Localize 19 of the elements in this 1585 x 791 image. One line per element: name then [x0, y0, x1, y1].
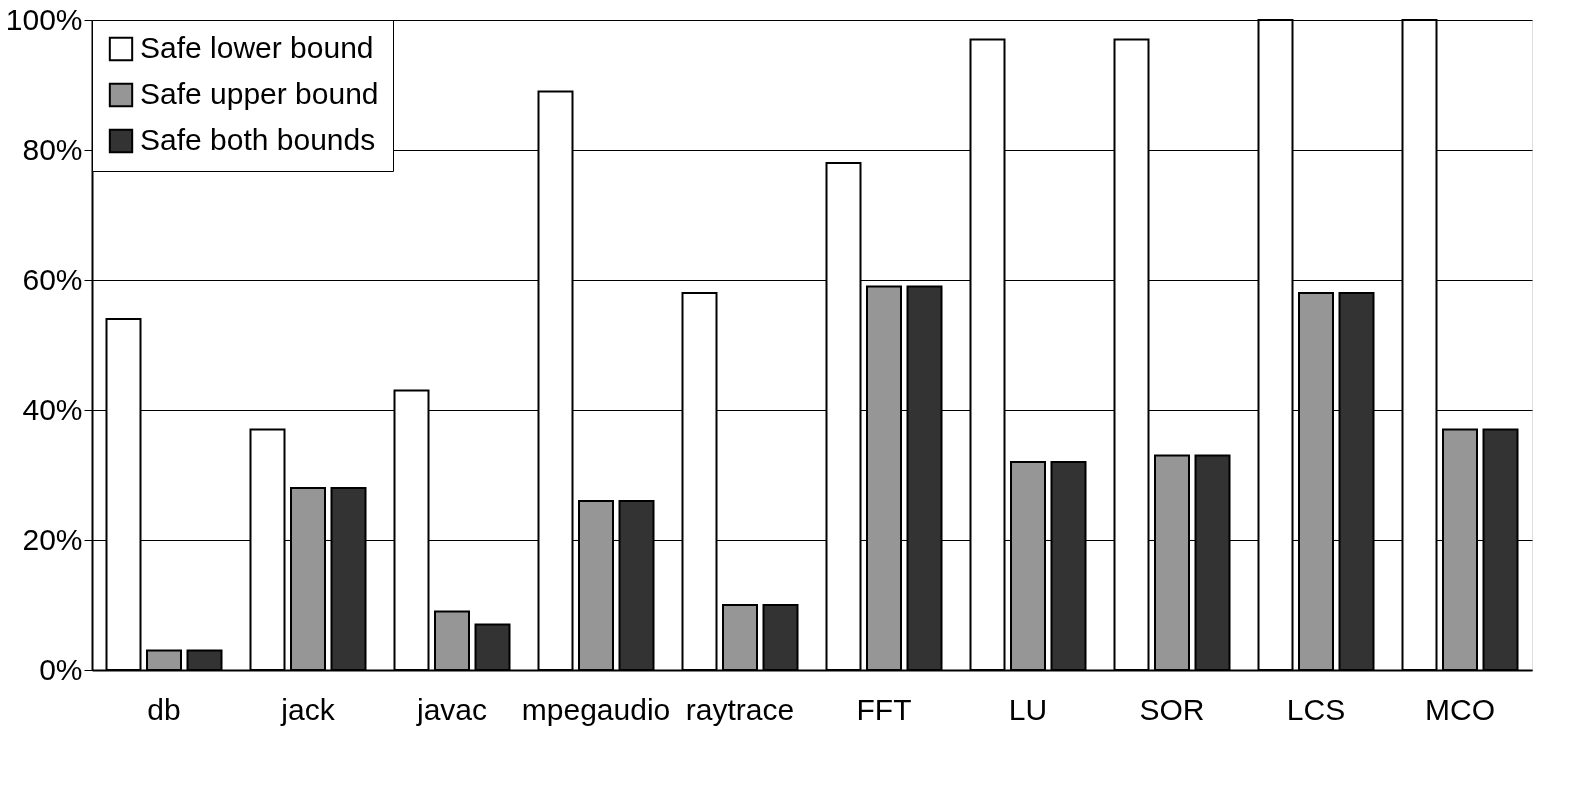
y-tick-label: 60% [22, 262, 83, 296]
x-tick-label: LU [1008, 692, 1048, 726]
x-tick-label: raytrace [685, 692, 795, 726]
y-tick-label: 40% [22, 392, 83, 426]
y-tick-label: 20% [22, 522, 83, 556]
x-tick-label: SOR [1139, 692, 1205, 726]
y-tick-label: 100% [5, 2, 83, 36]
legend-label: Safe lower bound [140, 31, 374, 64]
y-tick-label: 0% [39, 652, 83, 686]
x-tick-label: jack [280, 692, 336, 726]
y-tick-label: 80% [22, 132, 83, 166]
x-tick-label: FFT [856, 692, 912, 726]
legend-label: Safe both bounds [140, 123, 376, 156]
x-tick-label: MCO [1425, 692, 1495, 726]
legend-label: Safe upper bound [140, 77, 379, 110]
x-tick-label: mpegaudio [521, 692, 671, 726]
x-tick-label: javac [415, 692, 488, 726]
x-tick-label: LCS [1286, 692, 1346, 726]
x-tick-label: db [147, 692, 181, 726]
